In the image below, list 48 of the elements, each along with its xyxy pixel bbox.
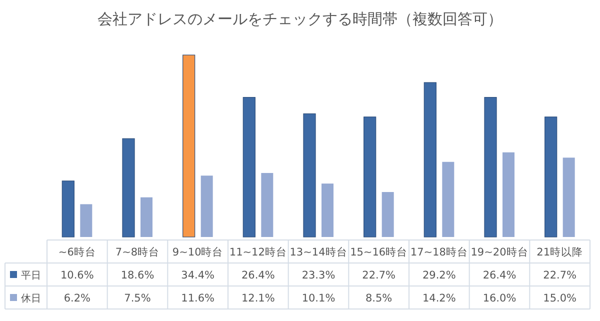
data-label: 23.3% [302,270,336,282]
bar [502,152,514,237]
data-label: 16.0% [482,292,516,304]
x-tick-label: 7~8時台 [115,246,160,258]
bar [80,204,92,237]
bar [442,162,454,237]
x-tick-label: 9~10時台 [172,246,224,258]
bar [544,116,558,238]
bar [382,192,394,237]
x-tick-label: 15~16時台 [350,246,408,258]
data-label: 29.2% [422,270,456,282]
chart-title: 会社アドレスのメールをチェックする時間帯（複数回答可） [98,10,502,28]
bar [122,138,135,238]
bar [322,184,334,237]
x-tick-label: 19~20時台 [470,246,528,258]
data-label: 14.2% [422,292,456,304]
data-label: 11.6% [181,292,215,304]
x-tick-label: 21時以降 [536,246,584,258]
legend-label: 休日 [21,294,41,304]
bar [200,176,213,237]
bar [364,116,376,238]
bar [562,158,575,237]
data-label: 8.5% [365,292,392,304]
data-label: 26.4% [482,270,516,282]
bar [62,180,74,238]
bar [182,54,196,238]
data-label: 7.5% [124,292,151,304]
data-label: 34.4% [181,270,215,282]
data-label: 12.1% [241,292,275,304]
x-tick-label: 11~12時台 [229,246,287,258]
legend-label: 平日 [21,270,41,282]
x-tick-label: 17~18時台 [410,246,468,258]
data-label: 26.4% [241,270,275,282]
data-label: 22.7% [362,270,396,282]
data-label: 15.0% [543,292,577,304]
x-tick-label: ~6時台 [58,246,96,258]
bar [484,97,497,238]
x-tick-label: 13~14時台 [290,246,348,258]
bar [261,172,274,237]
data-label: 10.6% [60,270,94,282]
bar [140,197,152,237]
bar [303,113,316,238]
data-label: 6.2% [64,292,91,304]
data-label: 22.7% [543,270,577,282]
bar [242,97,256,238]
data-label: 10.1% [302,292,336,304]
data-label: 18.6% [120,270,154,282]
bar [424,82,436,238]
